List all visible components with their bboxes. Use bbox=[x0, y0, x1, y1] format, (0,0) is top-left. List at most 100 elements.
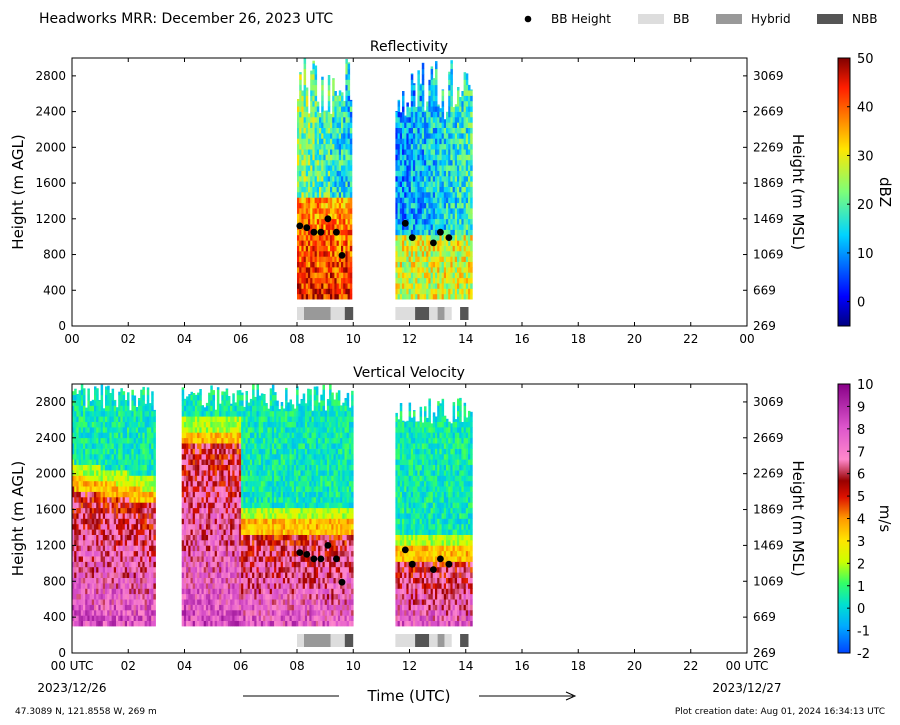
heatmap-cell bbox=[85, 615, 88, 621]
heatmap-cell bbox=[205, 610, 209, 616]
heatmap-cell bbox=[186, 540, 189, 546]
heatmap-cell bbox=[146, 599, 150, 605]
heatmap-cell bbox=[131, 540, 134, 546]
heatmap-cell bbox=[219, 599, 222, 605]
heatmap-cell bbox=[437, 251, 440, 257]
heatmap-cell bbox=[347, 95, 351, 102]
heatmap-cell bbox=[463, 159, 467, 166]
heatmap-cell bbox=[437, 272, 440, 279]
heatmap-cell bbox=[321, 293, 324, 300]
heatmap-cell bbox=[192, 540, 196, 546]
heatmap-cell bbox=[186, 475, 189, 482]
heatmap-cell bbox=[327, 197, 331, 204]
heatmap-cell bbox=[301, 159, 304, 166]
heatmap-cell bbox=[334, 91, 337, 96]
heatmap-cell bbox=[303, 277, 307, 284]
heatmap-cell bbox=[459, 234, 462, 241]
heatmap-cell bbox=[301, 175, 304, 182]
heatmap-cell bbox=[395, 170, 398, 177]
heatmap-cell bbox=[441, 186, 445, 193]
heatmap-cell bbox=[465, 149, 469, 155]
heatmap-cell bbox=[194, 475, 198, 482]
heatmap-cell bbox=[144, 507, 148, 514]
heatmap-cell bbox=[135, 497, 139, 503]
heatmap-cell bbox=[100, 497, 104, 503]
heatmap-cell bbox=[404, 288, 407, 295]
heatmap-cell bbox=[140, 459, 143, 465]
heatmap-cell bbox=[435, 100, 438, 107]
heatmap-cell bbox=[419, 208, 423, 214]
heatmap-cell bbox=[221, 448, 224, 455]
heatmap-cell bbox=[301, 106, 304, 112]
heatmap-cell bbox=[210, 599, 213, 605]
heatmap-cell bbox=[208, 491, 211, 498]
heatmap-cell bbox=[408, 117, 412, 123]
heatmap-cell bbox=[397, 170, 401, 177]
heatmap-cell bbox=[144, 518, 148, 525]
heatmap-cell bbox=[452, 122, 456, 128]
heatmap-cell bbox=[470, 117, 473, 123]
heatmap-cell bbox=[314, 256, 318, 262]
heatmap-cell bbox=[146, 475, 150, 482]
heatmap-cell bbox=[413, 154, 416, 161]
heatmap-cell bbox=[319, 213, 322, 220]
heatmap-cell bbox=[83, 421, 86, 428]
heatmap-cell bbox=[140, 545, 143, 552]
heatmap-cell bbox=[465, 267, 469, 273]
heatmap-cell bbox=[219, 475, 222, 482]
heatmap-cell bbox=[149, 561, 152, 568]
heatmap-cell bbox=[146, 470, 150, 476]
heatmap-cell bbox=[214, 550, 218, 557]
heatmap-cell bbox=[327, 288, 331, 295]
heatmap-cell bbox=[76, 620, 79, 627]
heatmap-cell bbox=[142, 615, 145, 621]
heatmap-cell bbox=[149, 583, 152, 589]
heatmap-cell bbox=[98, 432, 101, 439]
heatmap-cell bbox=[203, 497, 207, 503]
heatmap-cell bbox=[297, 192, 300, 198]
heatmap-cell bbox=[105, 486, 108, 492]
heatmap-cell bbox=[305, 138, 309, 145]
heatmap-cell bbox=[91, 529, 95, 535]
heatmap-cell bbox=[94, 480, 97, 487]
heatmap-cell bbox=[310, 159, 313, 166]
heatmap-cell bbox=[91, 405, 95, 412]
heatmap-cell bbox=[421, 159, 425, 166]
heatmap-cell bbox=[399, 283, 403, 289]
heatmap-cell bbox=[341, 138, 344, 145]
heatmap-cell bbox=[197, 470, 200, 476]
heatmap-cell bbox=[199, 389, 202, 390]
heatmap-cell bbox=[452, 224, 456, 230]
heatmap-cell bbox=[404, 127, 407, 134]
heatmap-cell bbox=[76, 416, 79, 422]
heatmap-cell bbox=[153, 421, 156, 428]
heatmap-cell bbox=[435, 159, 438, 166]
heatmap-cell bbox=[127, 572, 130, 578]
heatmap-cell bbox=[76, 550, 79, 557]
heatmap-cell bbox=[426, 165, 429, 171]
heatmap-cell bbox=[194, 480, 198, 487]
heatmap-cell bbox=[441, 175, 445, 182]
heatmap-cell bbox=[428, 90, 431, 96]
heatmap-cell bbox=[448, 84, 451, 91]
heatmap-cell bbox=[142, 513, 145, 519]
heatmap-cell bbox=[448, 251, 451, 257]
heatmap-cell bbox=[470, 240, 473, 246]
heatmap-cell bbox=[199, 529, 202, 535]
heatmap-cell bbox=[146, 583, 150, 589]
heatmap-cell bbox=[461, 170, 464, 177]
heatmap-cell bbox=[314, 288, 318, 295]
heatmap-cell bbox=[118, 448, 121, 455]
heatmap-cell bbox=[402, 213, 405, 220]
heatmap-cell bbox=[149, 405, 152, 412]
heatmap-cell bbox=[308, 197, 311, 204]
heatmap-cell bbox=[219, 529, 222, 535]
heatmap-cell bbox=[181, 620, 185, 627]
heatmap-cell bbox=[201, 448, 204, 455]
heatmap-cell bbox=[305, 202, 309, 209]
heatmap-cell bbox=[186, 464, 189, 471]
heatmap-cell bbox=[144, 421, 148, 428]
heatmap-cell bbox=[94, 437, 97, 444]
heatmap-cell bbox=[457, 133, 460, 139]
heatmap-cell bbox=[443, 240, 447, 246]
